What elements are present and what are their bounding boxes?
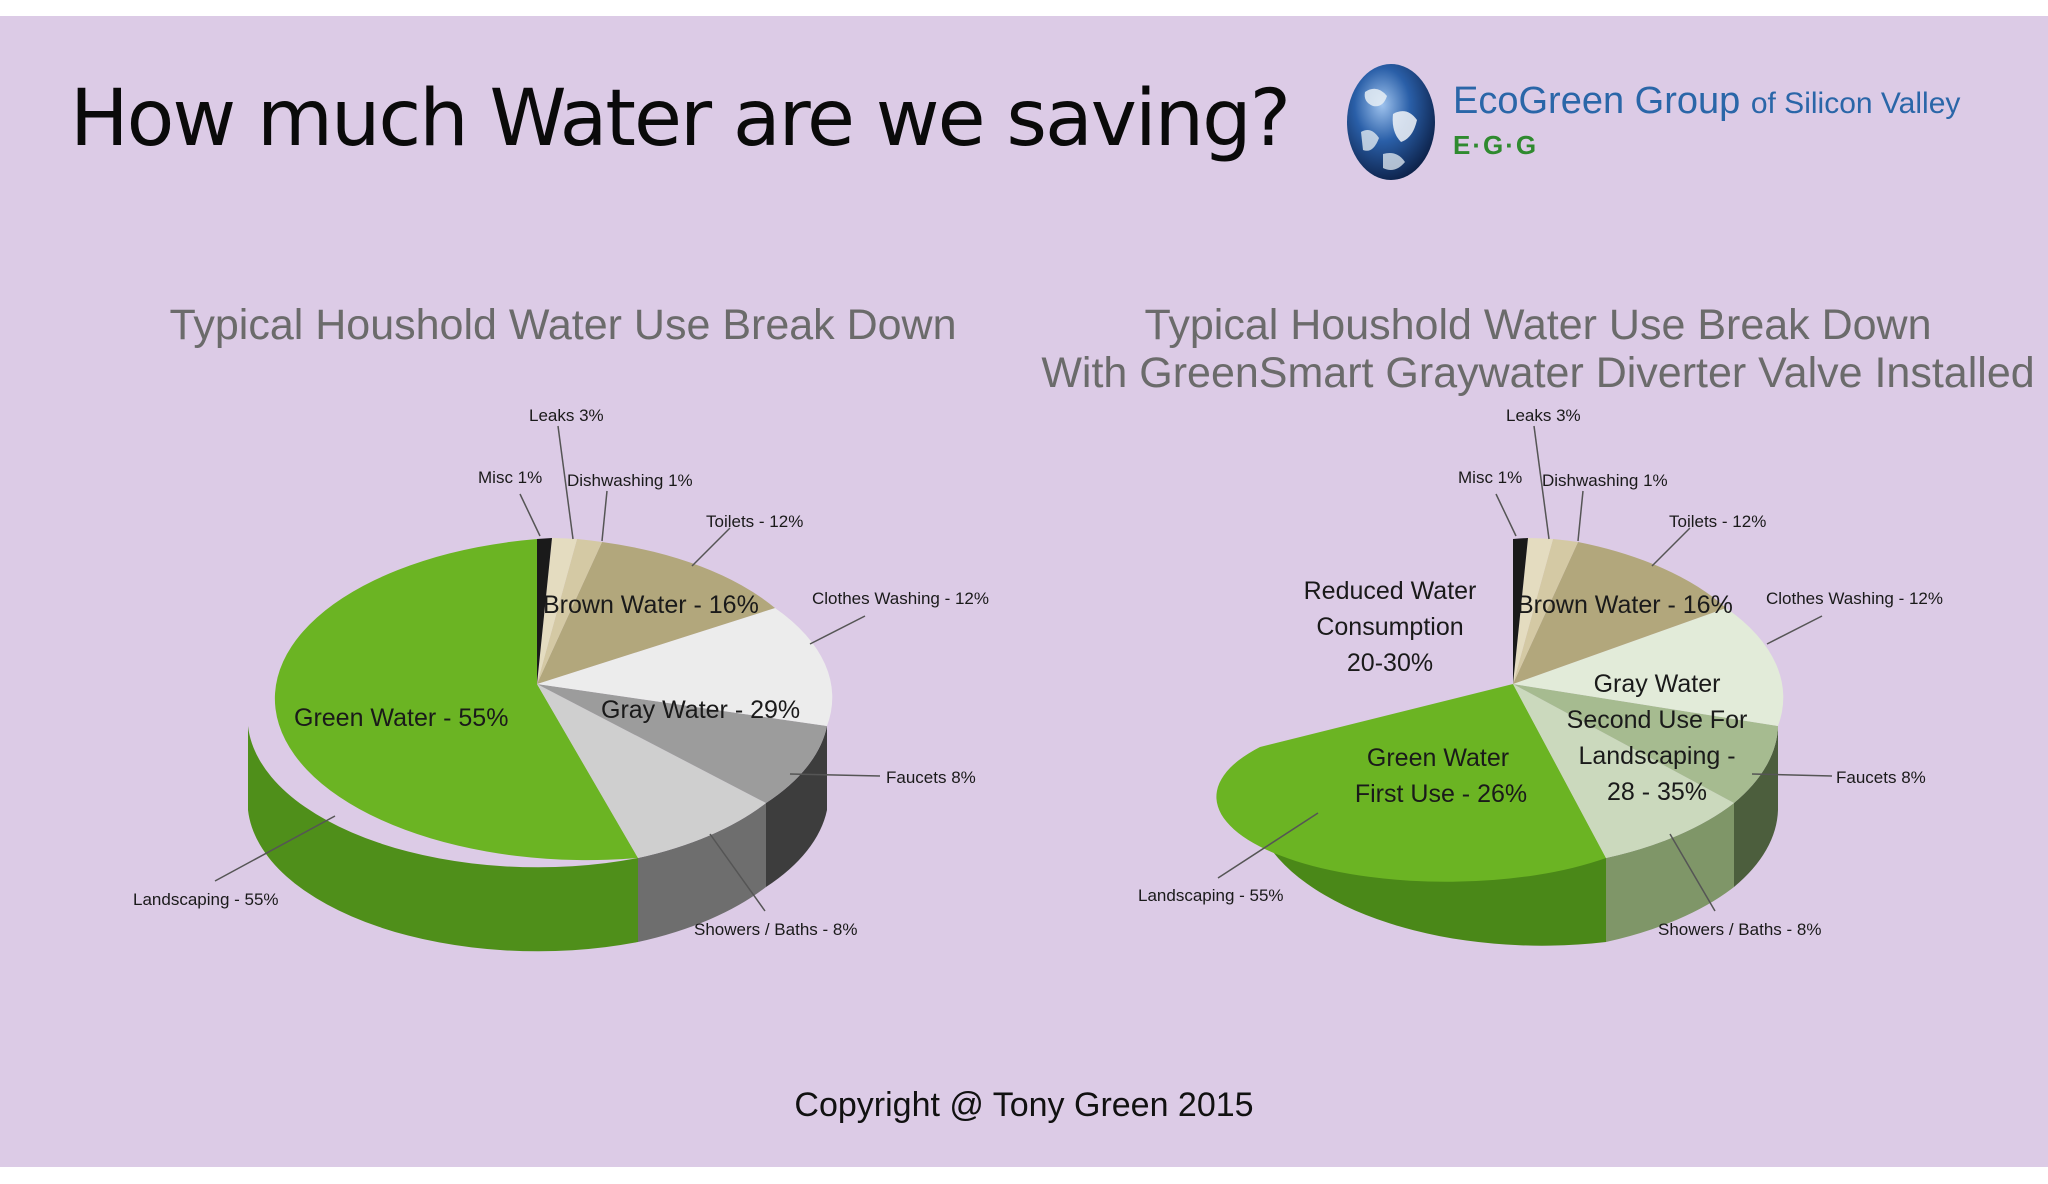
- chart-2-annotation-line-2: Consumption: [1316, 613, 1463, 641]
- chart-2-label-leaks: Leaks 3%: [1506, 406, 1581, 425]
- chart-1-label-dish: Dishwashing 1%: [567, 471, 693, 490]
- chart-2-slice-green: [1216, 684, 1606, 882]
- chart-1-leader-dish: [601, 490, 608, 542]
- chart-1-side-faucets: [766, 726, 827, 887]
- logo: EcoGreen Group of Silicon Valley E·G·G: [1343, 46, 2023, 186]
- chart-1-label-misc: Misc 1%: [478, 468, 542, 487]
- chart-1-label-clothes: Clothes Washing - 12%: [812, 589, 989, 608]
- chart-1-label-showers: Showers / Baths - 8%: [694, 920, 857, 939]
- chart-1-leader-misc: [519, 493, 541, 537]
- chart-1-label-faucets: Faucets 8%: [886, 768, 976, 787]
- logo-abbr: E·G·G: [1453, 130, 1539, 160]
- chart-2-group-gray-line-2: Second Use For: [1567, 706, 1748, 734]
- chart-2-leader-misc: [1495, 493, 1517, 537]
- chart-2-leaders: [1217, 425, 1833, 912]
- chart-2-label-landscaping: Landscaping - 55%: [1138, 886, 1284, 905]
- slide: How much Water are we saving? EcoGreen G…: [0, 16, 2048, 1167]
- chart-2-slice-faucets: [1513, 684, 1778, 803]
- chart-1-slice-faucets: [537, 684, 827, 803]
- chart-2-label-showers: Showers / Baths - 8%: [1658, 920, 1821, 939]
- chart-2-group-green-line-2: First Use - 26%: [1355, 780, 1527, 808]
- chart-2-leader-clothes: [1766, 615, 1823, 645]
- chart-2-group-gray-line-1: Gray Water: [1594, 670, 1721, 698]
- chart-1-group-gray: Gray Water - 29%: [601, 696, 800, 724]
- chart-2-label-toilets: Toilets - 12%: [1669, 512, 1766, 531]
- chart-2-label-faucets: Faucets 8%: [1836, 768, 1926, 787]
- chart-1-label-leaks: Leaks 3%: [529, 406, 604, 425]
- chart-2-side-faucets: [1734, 726, 1778, 887]
- chart-1-slice-leaks: [537, 538, 577, 684]
- chart-2-leader-dish: [1577, 490, 1584, 542]
- chart-1-leaders: [214, 425, 881, 912]
- chart-1-side-green: [248, 726, 638, 952]
- chart-1-leader-landscaping: [214, 815, 336, 882]
- copyright: Copyright @ Tony Green 2015: [0, 1086, 2048, 1125]
- chart-2-label-clothes: Clothes Washing - 12%: [1766, 589, 1943, 608]
- chart-1-label-landscaping: Landscaping - 55%: [133, 890, 279, 909]
- chart-2-slice-showers: [1513, 684, 1734, 858]
- chart-1-pie: [248, 538, 833, 952]
- chart-2-title-line-2: With GreenSmart Graywater Diverter Valve…: [1041, 349, 2034, 397]
- globe-icon: [1347, 64, 1435, 180]
- chart-2-annotation-line-1: Reduced Water: [1304, 577, 1477, 605]
- chart-1-label-toilets: Toilets - 12%: [706, 512, 803, 531]
- chart-2-label-dish: Dishwashing 1%: [1542, 471, 1668, 490]
- chart-2-slice-dishwashing: [1513, 539, 1578, 684]
- slide-title: How much Water are we saving?: [70, 74, 1291, 164]
- chart-2-side-green: [1260, 747, 1606, 946]
- chart-1-title: Typical Houshold Water Use Break Down: [169, 301, 956, 349]
- chart-1-slice-misc: [537, 538, 552, 684]
- chart-1-side-showers: [638, 803, 766, 942]
- chart-2-label-misc: Misc 1%: [1458, 468, 1522, 487]
- chart-1: Typical Houshold Water Use Break Down: [133, 301, 989, 952]
- chart-2-group-green-line-1: Green Water: [1367, 744, 1509, 772]
- chart-1-slice-clothes: [537, 608, 833, 726]
- chart-1-group-green: Green Water - 55%: [294, 704, 508, 732]
- chart-2-group-brown: Brown Water - 16%: [1517, 591, 1733, 619]
- chart-2-annotation: Reduced Water Consumption 20-30%: [1304, 577, 1477, 677]
- chart-2-pie: [1216, 538, 1784, 946]
- chart-2-leader-showers: [1669, 833, 1716, 912]
- chart-2-slice-leaks: [1513, 538, 1553, 684]
- chart-2-slice-misc: [1513, 538, 1528, 684]
- chart-1-slice-toilets: [537, 542, 775, 684]
- chart-2-slice-toilets: [1513, 542, 1726, 684]
- chart-2-leader-toilets: [1651, 527, 1691, 567]
- chart-1-slice-green: [274, 539, 638, 861]
- chart-2-group-green: Green Water First Use - 26%: [1355, 744, 1527, 808]
- chart-1-leader-faucets: [789, 773, 881, 777]
- logo-name: EcoGreen Group of Silicon Valley: [1453, 80, 1961, 122]
- chart-2: Typical Houshold Water Use Break Down Wi…: [1041, 301, 2035, 946]
- chart-1-slice-showers: [537, 684, 766, 858]
- chart-2-leader-leaks: [1533, 425, 1550, 540]
- chart-1-leader-clothes: [809, 615, 866, 645]
- chart-2-group-gray-line-4: 28 - 35%: [1607, 778, 1707, 806]
- chart-2-slice-clothes: [1513, 608, 1784, 726]
- charts-canvas: Typical Houshold Water Use Break Down: [133, 301, 2035, 952]
- chart-2-group-gray-line-3: Landscaping -: [1578, 742, 1735, 770]
- copyright-text: Copyright @ Tony Green 2015: [794, 1086, 1254, 1124]
- chart-2-side-showers: [1606, 803, 1734, 942]
- chart-2-group-gray: Gray Water Second Use For Landscaping - …: [1567, 670, 1748, 806]
- chart-1-leader-leaks: [557, 425, 574, 540]
- chart-2-annotation-line-3: 20-30%: [1347, 649, 1433, 677]
- chart-2-leader-landscaping: [1217, 812, 1319, 879]
- chart-1-leader-toilets: [691, 527, 731, 567]
- chart-2-title-line-1: Typical Houshold Water Use Break Down: [1144, 301, 1931, 349]
- chart-1-leader-showers: [709, 833, 766, 912]
- chart-1-group-brown: Brown Water - 16%: [543, 591, 759, 619]
- chart-1-slice-dishwashing: [537, 539, 602, 684]
- chart-2-leader-faucets: [1751, 773, 1833, 777]
